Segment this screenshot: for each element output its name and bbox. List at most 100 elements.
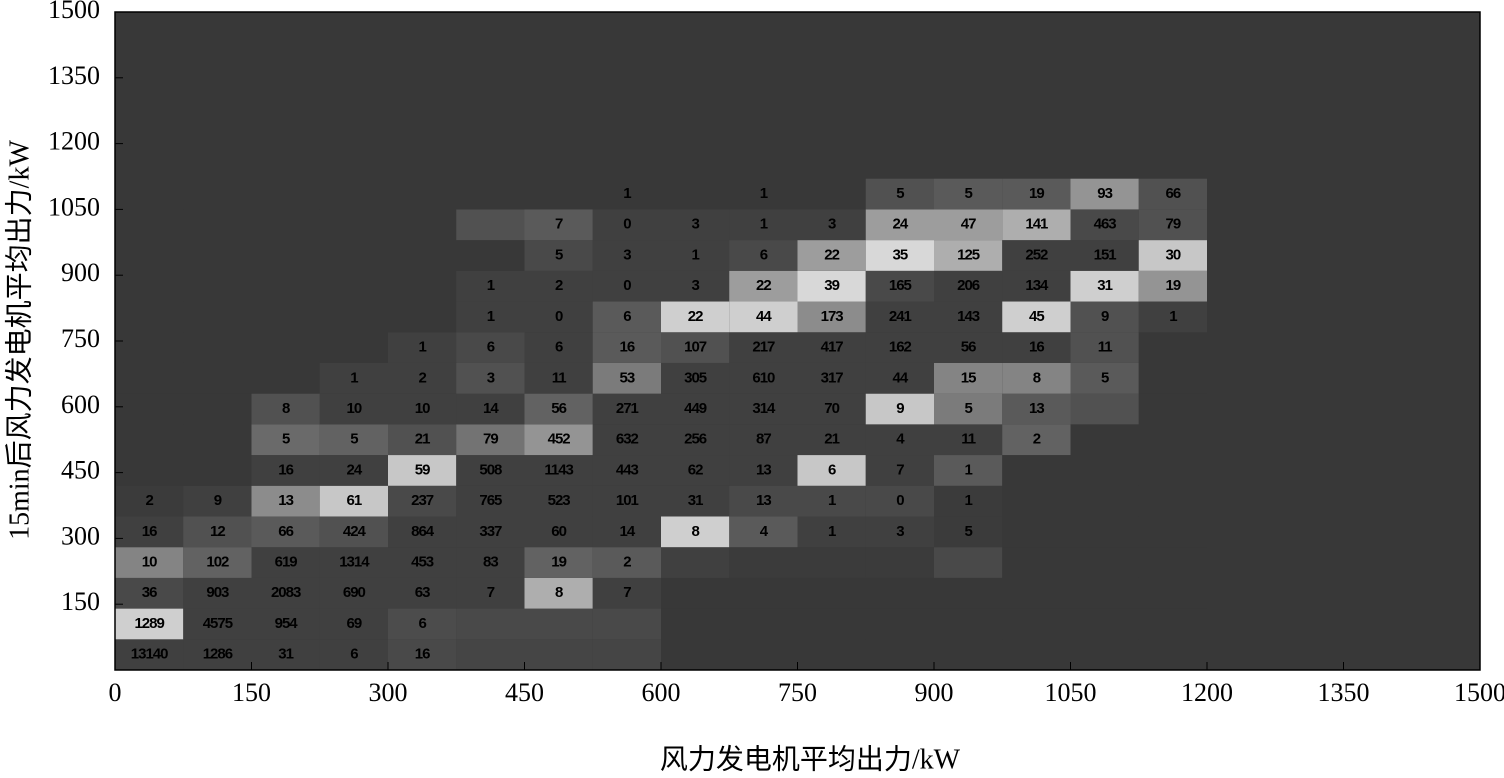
cell-count: 217 xyxy=(752,339,775,356)
heat-cell xyxy=(115,240,184,271)
heat-cell xyxy=(729,455,798,486)
cell-count: 45 xyxy=(1029,308,1044,325)
cell-count: 317 xyxy=(821,369,844,386)
heat-cell xyxy=(115,301,184,333)
heat-cell xyxy=(797,362,866,394)
cell-count: 1 xyxy=(487,277,495,294)
heat-cell xyxy=(865,393,934,425)
cell-count: 61 xyxy=(347,492,362,509)
heat-cell xyxy=(524,639,593,670)
heat-cell xyxy=(797,455,866,486)
heat-cell xyxy=(251,301,320,333)
x-tick-label: 450 xyxy=(505,678,544,707)
cell-count: 424 xyxy=(343,523,367,540)
y-tick-label: 1350 xyxy=(48,61,100,90)
cell-count: 10 xyxy=(142,553,157,570)
heat-cell xyxy=(1002,362,1071,394)
cell-count: 314 xyxy=(752,400,776,417)
heat-cell xyxy=(183,639,252,670)
heat-cell xyxy=(592,270,661,302)
cell-count: 2 xyxy=(623,553,631,570)
cell-count: 11 xyxy=(961,431,976,448)
heat-cell xyxy=(183,516,252,548)
x-tick-label: 150 xyxy=(232,678,271,707)
y-axis-title: 15min后风力发电机平均出力/kW xyxy=(3,140,35,540)
heat-cell xyxy=(1002,577,1071,609)
heat-cell xyxy=(524,240,593,271)
cell-count: 125 xyxy=(957,246,980,263)
heat-cell xyxy=(115,362,184,394)
heat-cell xyxy=(1070,516,1139,548)
heat-cell xyxy=(592,485,661,517)
heat-cell xyxy=(115,577,184,609)
heat-cell xyxy=(661,240,730,271)
heat-cell xyxy=(661,270,730,302)
heat-cell xyxy=(1070,485,1139,517)
heat-cell xyxy=(592,209,661,241)
cell-count: 1314 xyxy=(339,553,370,570)
cell-count: 337 xyxy=(479,523,502,540)
cell-count: 31 xyxy=(278,646,293,663)
heat-cell xyxy=(456,393,525,425)
heat-cell xyxy=(456,608,525,640)
cell-count: 1286 xyxy=(203,646,233,663)
cell-count: 66 xyxy=(278,523,293,540)
heat-cell xyxy=(1002,240,1071,271)
heat-cell xyxy=(388,516,457,548)
cell-count: 39 xyxy=(824,277,839,294)
cell-count: 4575 xyxy=(203,615,233,632)
heat-cell xyxy=(115,178,184,210)
cell-count: 173 xyxy=(821,308,844,325)
heat-cell xyxy=(115,393,184,425)
cell-count: 5 xyxy=(964,400,972,417)
heat-cell xyxy=(1138,362,1207,394)
heat-cell xyxy=(865,547,934,578)
heat-cell xyxy=(115,209,184,241)
cell-count: 143 xyxy=(957,308,980,325)
x-axis-title: 风力发电机平均出力/kW xyxy=(660,743,961,775)
heat-cell xyxy=(1138,209,1207,241)
cell-count: 2 xyxy=(418,369,426,386)
cell-count: 56 xyxy=(961,339,976,356)
heat-cell xyxy=(319,639,388,670)
heat-cell xyxy=(456,639,525,670)
heat-cell xyxy=(797,301,866,333)
cell-count: 79 xyxy=(1166,216,1181,233)
cell-count: 35 xyxy=(893,246,908,263)
cell-count: 610 xyxy=(752,369,775,386)
heat-cell xyxy=(729,209,798,241)
heat-cell xyxy=(1070,577,1139,609)
heat-cell xyxy=(1138,393,1207,425)
heat-cell xyxy=(797,240,866,271)
heat-cell xyxy=(1138,639,1207,670)
heat-cell xyxy=(251,240,320,271)
cell-count: 5 xyxy=(282,431,290,448)
heat-cell xyxy=(1070,455,1139,486)
heat-cell xyxy=(456,516,525,548)
heat-cell xyxy=(388,301,457,333)
heat-cell xyxy=(388,577,457,609)
heat-cell xyxy=(456,577,525,609)
heat-cell xyxy=(251,332,320,363)
heat-cell xyxy=(729,301,798,333)
heat-cell xyxy=(592,332,661,363)
heat-cell xyxy=(592,455,661,486)
heat-cell xyxy=(183,547,252,578)
cell-count: 2 xyxy=(1033,431,1041,448)
cell-count: 24 xyxy=(893,216,909,233)
x-tick-label: 1050 xyxy=(1045,678,1097,707)
heat-cell xyxy=(456,209,525,241)
heat-cell xyxy=(592,301,661,333)
cell-count: 3 xyxy=(828,216,836,233)
cell-count: 6 xyxy=(555,339,563,356)
heat-cell xyxy=(797,178,866,210)
heat-cell xyxy=(456,240,525,271)
cell-count: 31 xyxy=(688,492,703,509)
heat-cell xyxy=(1070,332,1139,363)
heat-cell xyxy=(797,209,866,241)
cell-count: 151 xyxy=(1094,246,1117,263)
heat-cell xyxy=(524,209,593,241)
heat-cell xyxy=(524,424,593,456)
heat-cell xyxy=(865,516,934,548)
heat-cell xyxy=(1070,209,1139,241)
